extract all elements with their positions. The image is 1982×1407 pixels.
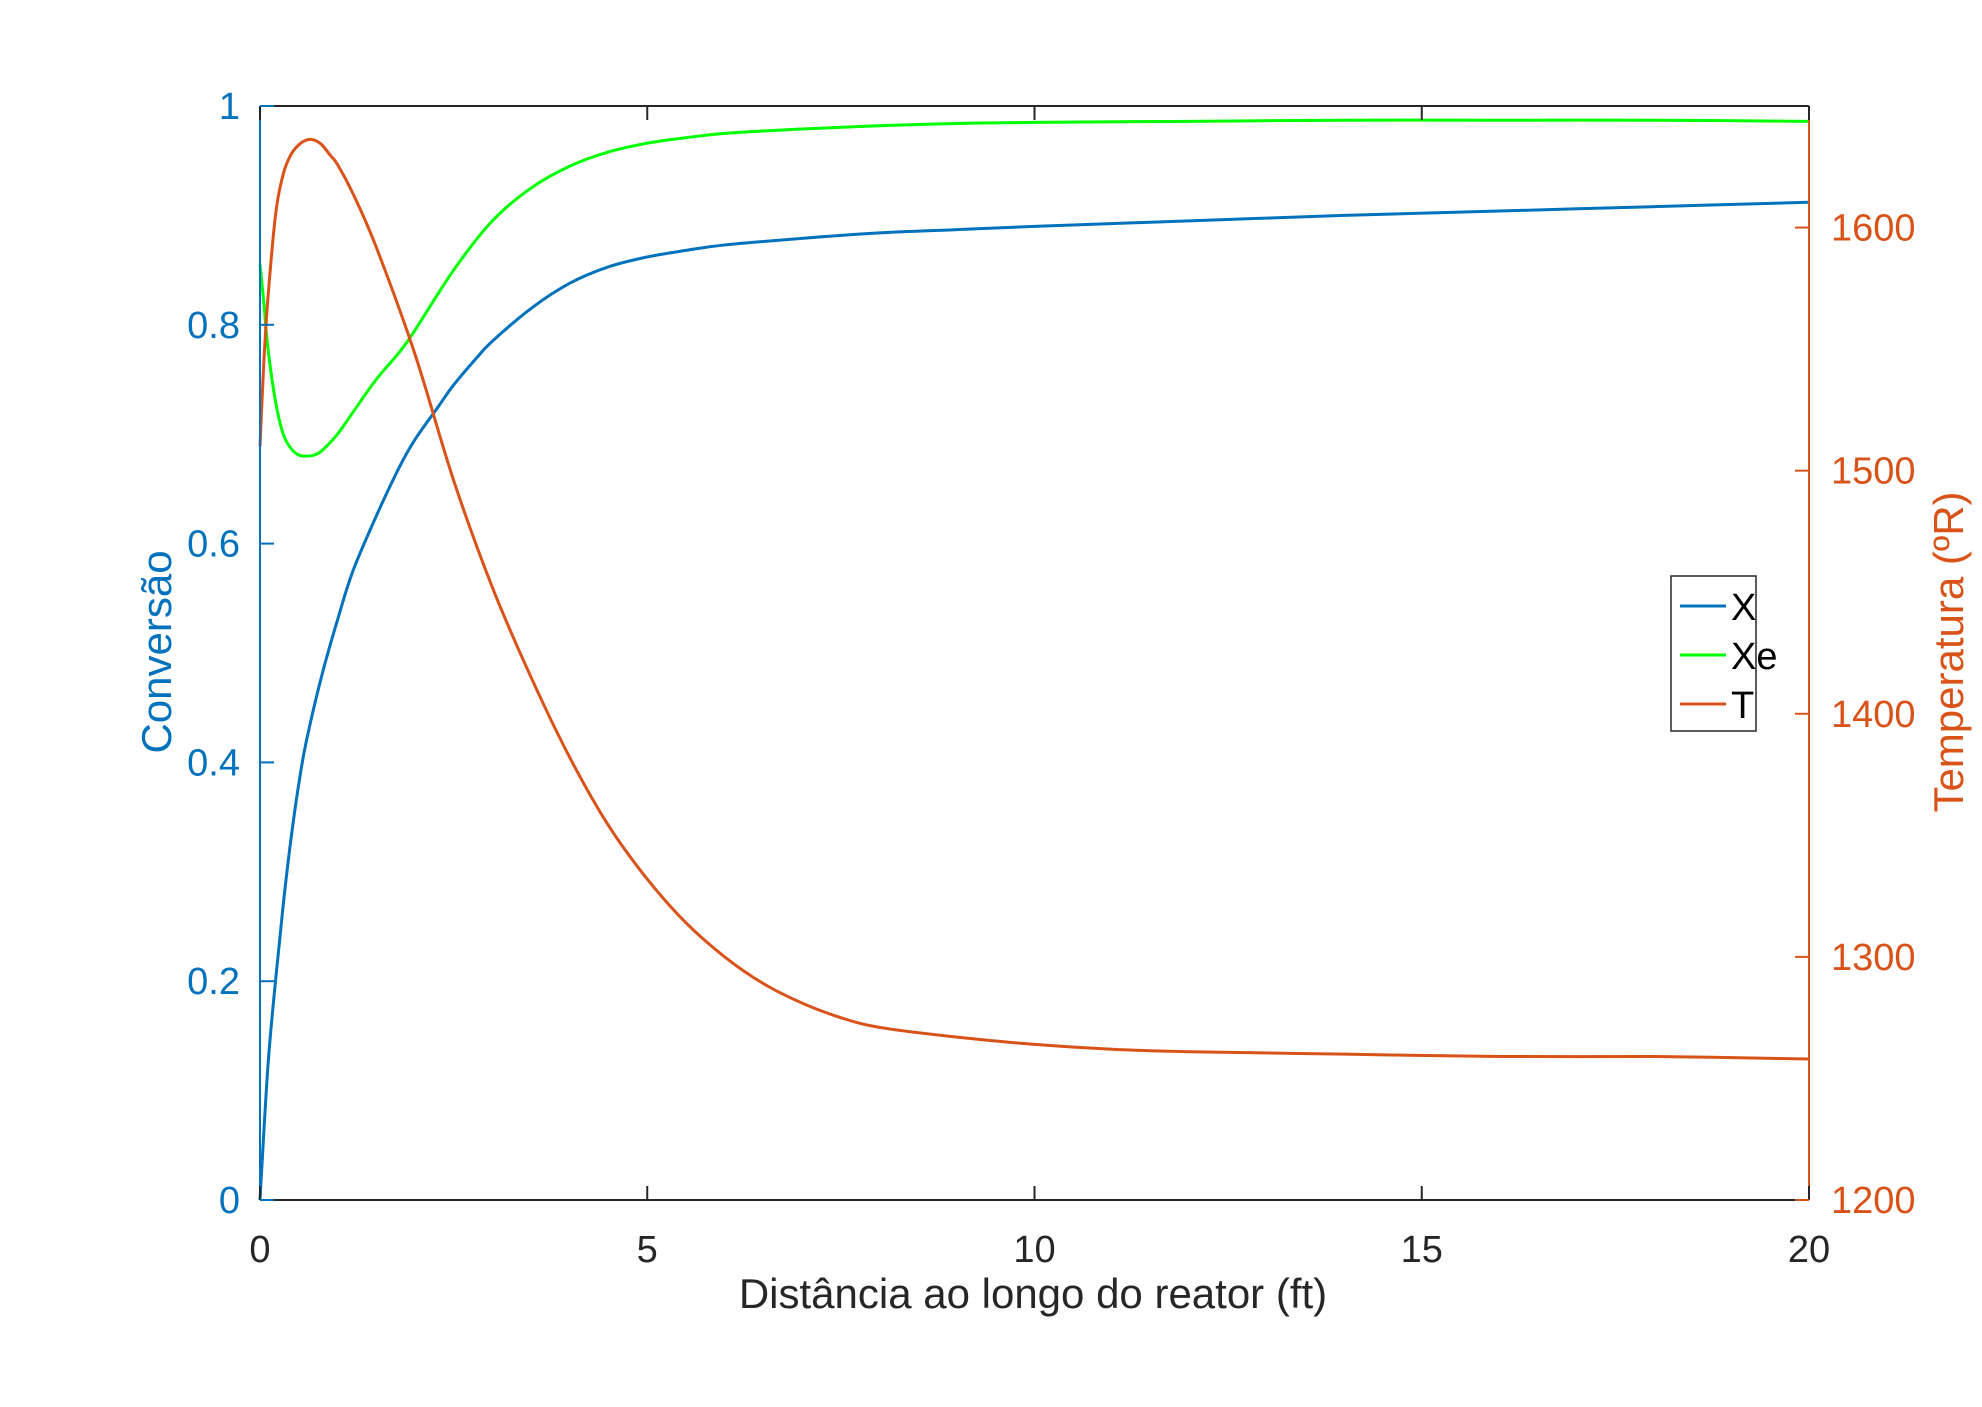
y-right-axis-ticks: 1200 1300 1400 1500 1600 (1795, 208, 1916, 1222)
series-line-xe (258, 118, 1810, 458)
y-left-tick-label: 0.8 (187, 305, 240, 347)
y-left-axis-label: Conversão (133, 550, 180, 753)
x-tick-label: 0 (249, 1229, 270, 1271)
y-left-tick-label: 1 (219, 86, 240, 128)
legend-label-t: T (1731, 685, 1754, 727)
y-right-tick-label: 1300 (1831, 937, 1916, 979)
legend-label-x: X (1731, 587, 1756, 629)
series-line-t (258, 137, 1810, 1061)
legend: X Xe T (1670, 575, 1777, 732)
legend-label-xe: Xe (1731, 636, 1777, 678)
y-left-tick-label: 0.2 (187, 961, 240, 1003)
y-left-tick-label: 0.4 (187, 742, 240, 784)
y-left-tick-label: 0 (219, 1180, 240, 1222)
y-left-tick-label: 0.6 (187, 524, 240, 566)
x-tick-label: 15 (1401, 1229, 1443, 1271)
y-right-tick-label: 1200 (1831, 1180, 1916, 1222)
y-right-tick-label: 1500 (1831, 451, 1916, 493)
y-right-tick-label: 1600 (1831, 208, 1916, 250)
x-tick-label: 10 (1013, 1229, 1055, 1271)
x-tick-label: 5 (637, 1229, 658, 1271)
x-axis-label: Distância ao longo do reator (ft) (739, 1270, 1327, 1317)
plot-lines (258, 118, 1810, 1201)
x-axis-ticks: 0 5 10 15 20 (249, 106, 1830, 1271)
series-line-x (258, 200, 1810, 1201)
y-right-axis-label: Temperatura (ºR) (1925, 491, 1972, 812)
y-right-tick-label: 1400 (1831, 694, 1916, 736)
y-left-axis-ticks: 0 0.2 0.4 0.6 0.8 1 (187, 86, 274, 1222)
x-tick-label: 20 (1788, 1229, 1830, 1271)
